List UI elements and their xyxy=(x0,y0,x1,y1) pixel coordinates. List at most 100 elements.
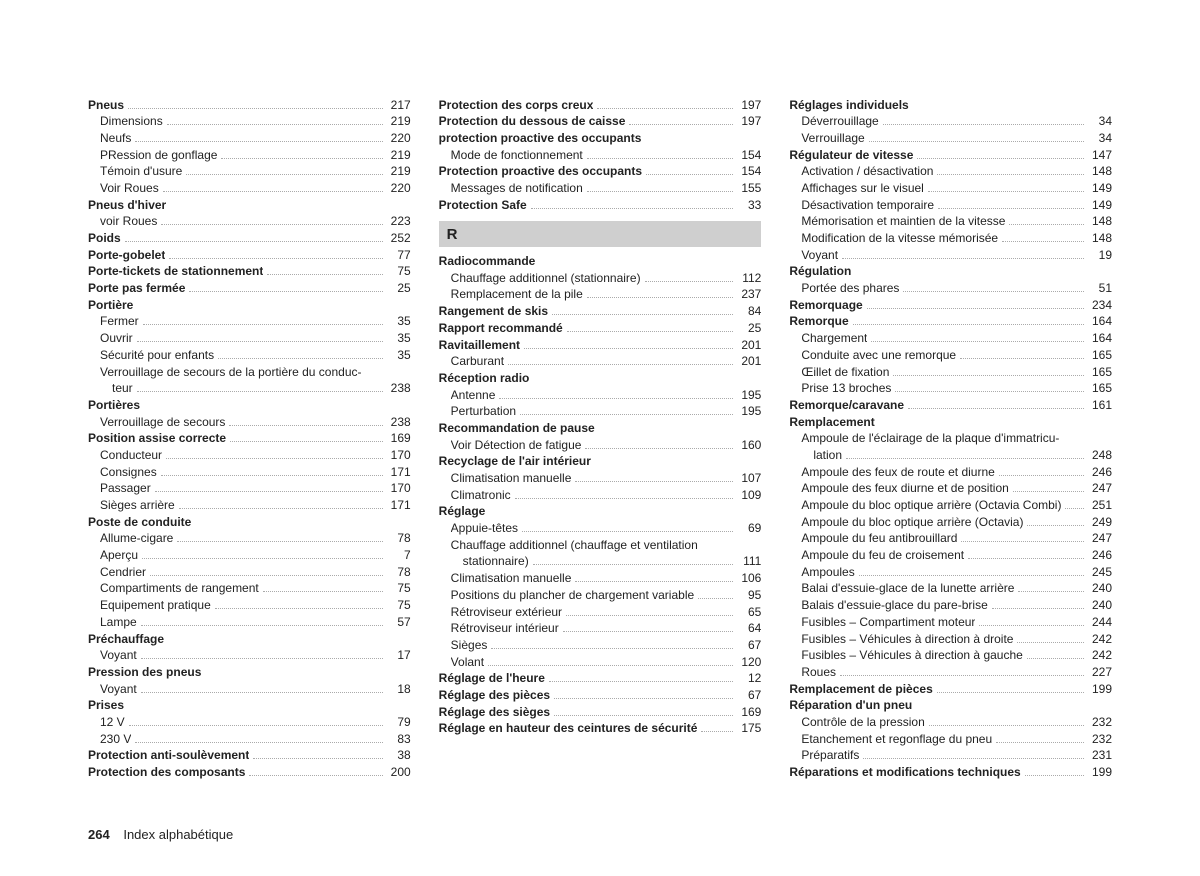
leader xyxy=(567,331,734,332)
index-subentry: Fusibles – Compartiment moteur244 xyxy=(789,614,1112,630)
entry-label: Aperçu xyxy=(100,547,138,563)
entry-label: Réception radio xyxy=(439,370,530,386)
index-subentry: Passager 170 xyxy=(88,480,411,496)
entry-label: Prises xyxy=(88,697,124,713)
entry-label: Equipement pratique xyxy=(100,597,211,613)
index-subentry: Consignes171 xyxy=(88,464,411,480)
index-entry: Poids252 xyxy=(88,230,411,246)
entry-label: Carburant xyxy=(451,353,504,369)
leader xyxy=(938,208,1084,209)
entry-page: 149 xyxy=(1088,180,1112,196)
index-subentry: Rétroviseur intérieur64 xyxy=(439,620,762,636)
footer-title: Index alphabétique xyxy=(123,827,233,842)
entry-label: Ampoule du bloc optique arrière (Octavia… xyxy=(801,514,1023,530)
entry-page: 169 xyxy=(737,704,761,720)
index-subentry: Verrouillage de secours de la portière d… xyxy=(88,364,411,380)
entry-page: 219 xyxy=(387,113,411,129)
leader xyxy=(1013,491,1084,492)
entry-page: 164 xyxy=(1088,330,1112,346)
entry-label: Conducteur xyxy=(100,447,162,463)
entry-page: 197 xyxy=(737,113,761,129)
entry-label: Sièges arrière xyxy=(100,497,175,513)
index-subentry: Balais d'essuie-glace du pare-brise240 xyxy=(789,597,1112,613)
entry-page: 67 xyxy=(737,637,761,653)
entry-page: 161 xyxy=(1088,397,1112,413)
entry-label: Recyclage de l'air intérieur xyxy=(439,453,591,469)
entry-page: 246 xyxy=(1088,547,1112,563)
entry-page: 247 xyxy=(1088,530,1112,546)
entry-label: Chargement xyxy=(801,330,867,346)
entry-page: 251 xyxy=(1088,497,1112,513)
index-subentry: Mémorisation et maintien de la vitesse14… xyxy=(789,213,1112,229)
leader xyxy=(996,742,1084,743)
entry-page: 246 xyxy=(1088,464,1112,480)
entry-page: 175 xyxy=(737,720,761,736)
index-subentry: Remplacement de la pile237 xyxy=(439,286,762,302)
entry-label: Protection des composants xyxy=(88,764,245,780)
index-subentry: Climatisation manuelle106 xyxy=(439,570,762,586)
entry-label: Ampoule des feux de route et diurne xyxy=(801,464,994,480)
leader xyxy=(908,408,1084,409)
index-entry: Poste de conduite xyxy=(88,514,411,530)
entry-label: Climatisation manuelle xyxy=(451,470,572,486)
entry-label: Activation / désactivation xyxy=(801,163,933,179)
leader xyxy=(179,508,383,509)
index-subentry: 12 V79 xyxy=(88,714,411,730)
leader xyxy=(863,758,1084,759)
entry-label: Régulation xyxy=(789,263,851,279)
entry-page: 160 xyxy=(737,437,761,453)
index-subentry: Fusibles – Véhicules à direction à droit… xyxy=(789,631,1112,647)
entry-page: 149 xyxy=(1088,197,1112,213)
index-entry: Position assise correcte169 xyxy=(88,430,411,446)
entry-page: 170 xyxy=(387,480,411,496)
entry-label: Voir Détection de fatigue xyxy=(451,437,582,453)
entry-label: Climatisation manuelle xyxy=(451,570,572,586)
index-entry: Réparation d'un pneu xyxy=(789,697,1112,713)
entry-label: Rétroviseur intérieur xyxy=(451,620,559,636)
index-subentry: Appuie-têtes69 xyxy=(439,520,762,536)
leader xyxy=(1009,224,1084,225)
entry-label: Protection Safe xyxy=(439,197,527,213)
entry-label: Cendrier xyxy=(100,564,146,580)
index-entry: Ravitaillement201 xyxy=(439,337,762,353)
index-column: Réglages individuelsDéverrouillage34Verr… xyxy=(789,96,1112,781)
entry-page: 219 xyxy=(387,147,411,163)
leader xyxy=(169,258,382,259)
index-subentry: Activation / désactivation148 xyxy=(789,163,1112,179)
index-subentry: Désactivation temporaire 149 xyxy=(789,197,1112,213)
leader xyxy=(587,158,734,159)
entry-page: 242 xyxy=(1088,647,1112,663)
entry-page: 33 xyxy=(737,197,761,213)
entry-page: 237 xyxy=(737,286,761,302)
entry-page: 232 xyxy=(1088,731,1112,747)
entry-label: Passager xyxy=(100,480,151,496)
entry-label: Volant xyxy=(451,654,484,670)
entry-label: Désactivation temporaire xyxy=(801,197,934,213)
index-columns: Pneus217Dimensions219Neufs220PRession de… xyxy=(88,96,1112,781)
entry-label: lation xyxy=(813,447,842,463)
entry-label: Consignes xyxy=(100,464,157,480)
index-entry: Régulation xyxy=(789,263,1112,279)
entry-page: 220 xyxy=(387,180,411,196)
leader xyxy=(267,274,382,275)
entry-page: 35 xyxy=(387,330,411,346)
index-subentry: Volant120 xyxy=(439,654,762,670)
leader xyxy=(566,615,733,616)
leader xyxy=(992,608,1084,609)
index-entry: Réglage en hauteur des ceintures de sécu… xyxy=(439,720,762,736)
index-entry: Remorque/caravane161 xyxy=(789,397,1112,413)
leader xyxy=(229,425,382,426)
leader xyxy=(1018,591,1084,592)
index-subentry: Climatronic109 xyxy=(439,487,762,503)
leader xyxy=(137,391,383,392)
leader xyxy=(929,725,1084,726)
leader xyxy=(143,324,383,325)
index-entry: Protection proactive des occupants154 xyxy=(439,163,762,179)
entry-label: Neufs xyxy=(100,130,131,146)
leader xyxy=(867,308,1084,309)
index-entry: Protection Safe 33 xyxy=(439,197,762,213)
entry-page: 165 xyxy=(1088,380,1112,396)
entry-label: Fusibles – Véhicules à direction à droit… xyxy=(801,631,1013,647)
entry-label: Ampoule du bloc optique arrière (Octavia… xyxy=(801,497,1061,513)
leader xyxy=(701,731,733,732)
